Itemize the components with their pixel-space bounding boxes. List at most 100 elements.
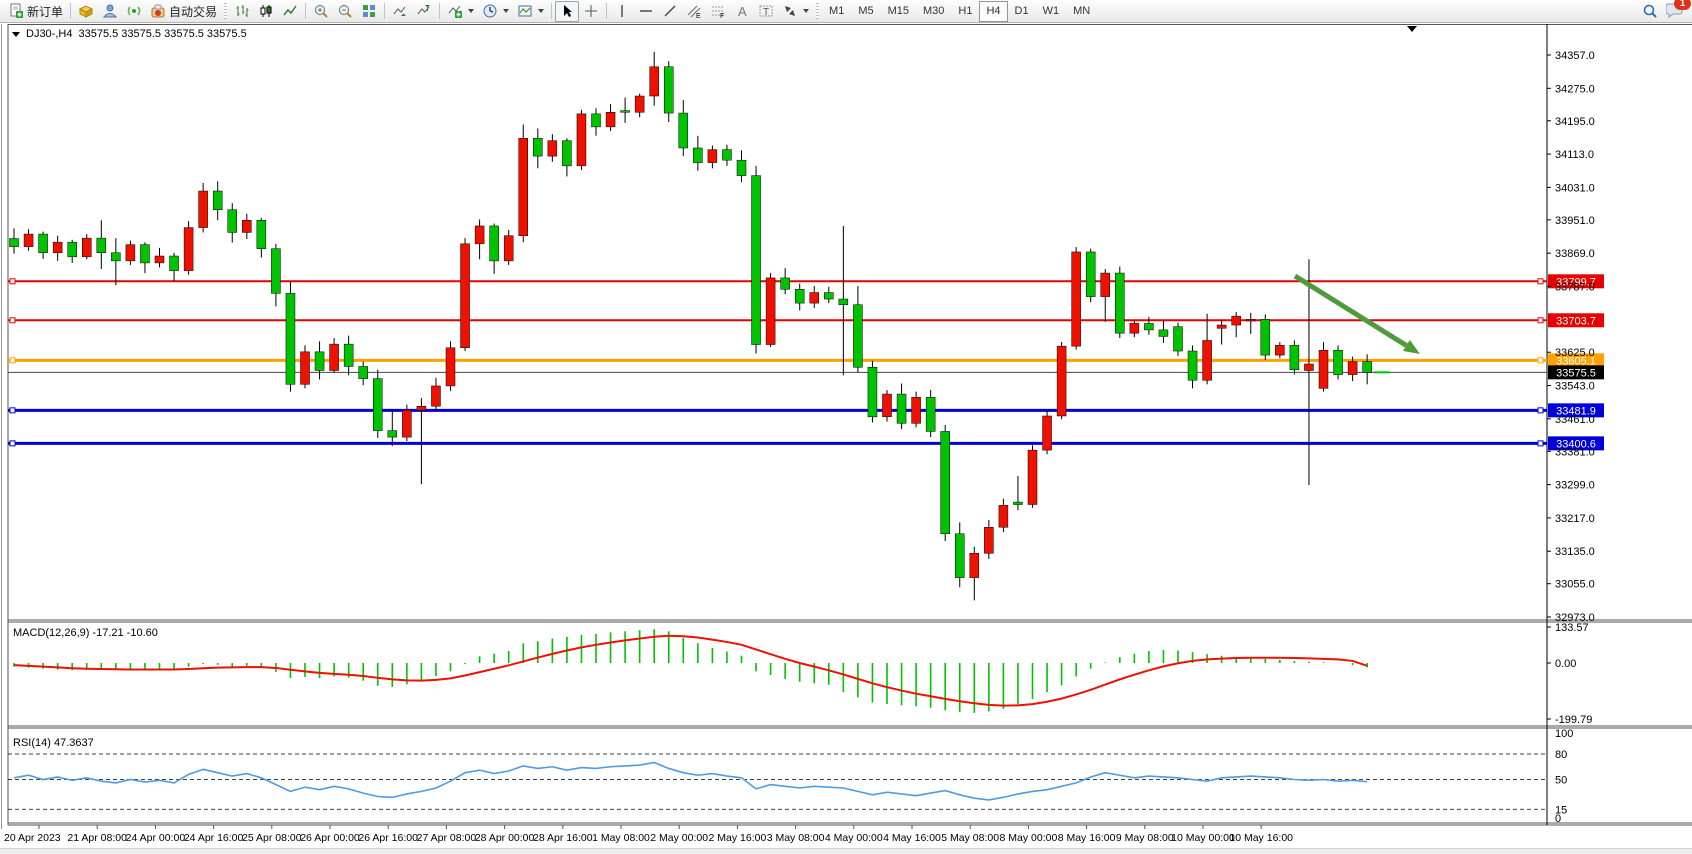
line-handle (1538, 279, 1543, 284)
bar-chart-button[interactable] (230, 1, 254, 22)
horizontal-level-lines[interactable] (8, 279, 1547, 446)
toolbar-separator (606, 3, 607, 19)
candle-body (359, 366, 368, 378)
candle-body (155, 256, 164, 263)
candle-body (883, 394, 892, 417)
zoom-in-icon (313, 3, 329, 19)
accounts-button[interactable] (98, 1, 122, 22)
periods-button[interactable] (478, 1, 513, 22)
time-tick-label: 24 Apr 00:00 (126, 832, 186, 844)
trendline-button[interactable] (658, 1, 682, 22)
template-icon (517, 3, 533, 19)
add-indicator-button[interactable] (443, 1, 478, 22)
price-axis[interactable]: 33799.733703.733605.133575.533481.933400… (1547, 50, 1604, 624)
tab-timeframe-d1[interactable]: D1 (1008, 1, 1036, 22)
tab-timeframe-m30[interactable]: M30 (916, 1, 951, 22)
vertical-line-button[interactable] (610, 1, 634, 22)
text-button[interactable]: A (730, 1, 754, 22)
candle-body (1144, 323, 1153, 329)
candle-body (897, 394, 906, 423)
price-tick-label: 33787.0 (1555, 281, 1595, 293)
arrows-button[interactable] (778, 1, 813, 22)
tab-timeframe-mn[interactable]: MN (1066, 1, 1097, 22)
tab-timeframe-h1[interactable]: H1 (951, 1, 979, 22)
candle-body (170, 256, 179, 271)
toolbar-grip[interactable] (816, 3, 819, 19)
candle-body (635, 96, 644, 112)
candle-body (621, 111, 630, 113)
time-tick-label: 10 May 16:00 (1229, 832, 1293, 844)
zoom-in-button[interactable] (309, 1, 333, 22)
cursor-button[interactable] (555, 1, 579, 22)
candle-body (955, 534, 964, 578)
signals-button[interactable] (122, 1, 146, 22)
macd-label: MACD(12,26,9) -17.21 -10.60 (13, 627, 158, 639)
add-indicator-icon (447, 3, 463, 19)
candle-body (984, 527, 993, 553)
candle-chart-button[interactable] (254, 1, 278, 22)
notifications-button[interactable]: 1 (1666, 2, 1684, 21)
auto-scroll-button[interactable] (388, 1, 412, 22)
label-button[interactable]: T (754, 1, 778, 22)
svg-text:A: A (738, 4, 747, 19)
candle-body (708, 150, 717, 163)
time-tick-label: 2 May 16:00 (709, 832, 767, 844)
auto-scroll-icon (392, 3, 408, 19)
line-chart-button[interactable] (278, 1, 302, 22)
candle-body (1319, 350, 1328, 388)
toolbar-separator (305, 3, 306, 19)
rsi-line (14, 763, 1367, 800)
tile-windows-button[interactable] (357, 1, 381, 22)
templates-button[interactable] (513, 1, 548, 22)
zoom-out-icon (337, 3, 353, 19)
chart-shift-button[interactable] (412, 1, 436, 22)
tab-timeframe-m1[interactable]: M1 (822, 1, 851, 22)
chevron-down-icon (803, 9, 809, 13)
time-tick-label: 20 Apr 2023 (4, 832, 61, 844)
new-order-button[interactable]: 新订单 (4, 1, 67, 22)
macd-scale-label: -199.79 (1555, 714, 1592, 726)
candle-body (693, 148, 702, 163)
candle-body (941, 431, 950, 533)
tab-timeframe-m15[interactable]: M15 (881, 1, 916, 22)
market-watch-button[interactable] (74, 1, 98, 22)
tab-timeframe-h4[interactable]: H4 (979, 1, 1007, 22)
chart-shift-icon (416, 3, 432, 19)
candle-body (1232, 316, 1241, 325)
candle-body (402, 410, 411, 437)
zoom-out-button[interactable] (333, 1, 357, 22)
candle-body (1290, 345, 1299, 369)
search-icon[interactable] (1642, 3, 1658, 19)
tab-timeframe-w1[interactable]: W1 (1036, 1, 1067, 22)
auto-trading-icon (150, 3, 166, 19)
candle-body (315, 352, 324, 371)
candle-body (126, 245, 135, 261)
toolbar-separator (439, 3, 440, 19)
chart-menu-triangle-icon[interactable] (12, 32, 20, 37)
toolbar-grip[interactable] (224, 3, 227, 19)
candle-body (1203, 340, 1212, 380)
candle-body (344, 344, 353, 366)
auto-trading-button[interactable]: 自动交易 (146, 1, 221, 22)
candle-body (242, 220, 251, 232)
candle-body (839, 299, 848, 305)
line-handle (1538, 358, 1543, 363)
horizontal-line-button[interactable] (634, 1, 658, 22)
fibonacci-button[interactable]: F (706, 1, 730, 22)
candle-body (795, 289, 804, 303)
price-tick-label: 33055.0 (1555, 579, 1595, 591)
period-icon (482, 3, 498, 19)
tab-timeframe-m5[interactable]: M5 (851, 1, 880, 22)
rsi-label: RSI(14) 47.3637 (13, 737, 94, 749)
candle-body (592, 114, 601, 127)
candle-body (301, 352, 310, 384)
candle-body (577, 114, 586, 166)
crosshair-button[interactable] (579, 1, 603, 22)
fibonacci-icon: F (710, 3, 726, 19)
channel-button[interactable]: E (682, 1, 706, 22)
trendline-icon (662, 3, 678, 19)
candle-body (199, 191, 208, 228)
